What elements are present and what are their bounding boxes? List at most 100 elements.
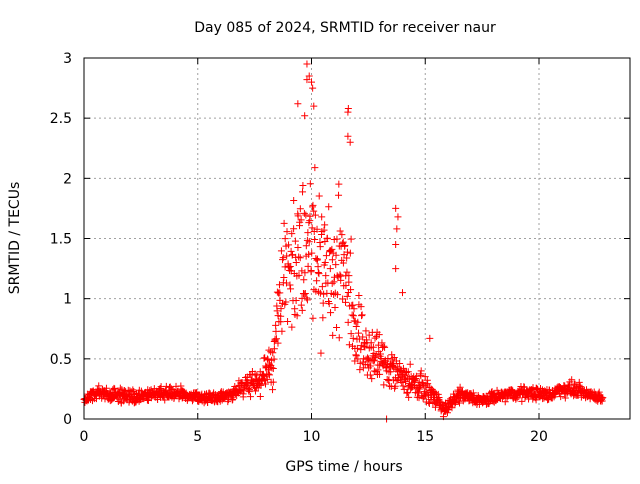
data-point-plus — [429, 399, 437, 407]
data-point-plus — [434, 390, 442, 398]
data-point-plus — [352, 323, 360, 331]
data-point-plus — [377, 354, 385, 362]
data-point-plus — [321, 258, 329, 266]
data-point-plus — [305, 72, 313, 80]
data-point-plus — [396, 359, 404, 367]
data-point-plus — [561, 382, 569, 390]
data-point-plus — [392, 241, 400, 249]
data-point-plus — [303, 294, 311, 302]
data-point-plus — [266, 371, 274, 379]
data-point-plus — [339, 238, 347, 246]
data-point-plus — [384, 354, 392, 362]
data-point-plus — [512, 395, 520, 403]
data-point-plus — [416, 383, 424, 391]
data-point-plus — [336, 271, 344, 279]
data-point-plus — [322, 272, 330, 280]
data-point-plus — [403, 389, 411, 397]
data-point-plus — [309, 314, 317, 322]
data-point-plus — [253, 371, 261, 379]
data-point-plus — [286, 281, 294, 289]
data-point-plus — [532, 396, 540, 404]
data-point-plus — [270, 355, 278, 363]
data-point-plus — [422, 381, 430, 389]
y-tick-label: 2.5 — [50, 111, 72, 127]
data-point-plus — [278, 327, 286, 335]
data-point-plus — [342, 298, 350, 306]
data-point-plus — [329, 331, 337, 339]
data-points — [80, 60, 607, 423]
data-point-plus — [318, 283, 326, 291]
data-point-plus — [339, 259, 347, 267]
data-point-plus — [456, 383, 464, 391]
data-point-plus — [274, 339, 282, 347]
data-point-plus — [406, 360, 414, 368]
data-point-plus — [272, 321, 280, 329]
data-point-plus — [366, 362, 374, 370]
data-point-plus — [520, 383, 528, 391]
data-point-plus — [279, 256, 287, 264]
data-point-plus — [501, 398, 509, 406]
y-tick-label: 1.5 — [50, 232, 72, 248]
data-point-plus — [287, 247, 295, 255]
data-point-plus — [349, 334, 357, 342]
data-point-plus — [335, 334, 343, 342]
data-point-plus — [358, 312, 366, 320]
data-point-plus — [353, 344, 361, 352]
data-point-plus — [311, 164, 319, 172]
data-point-plus — [518, 397, 526, 405]
data-point-plus — [347, 330, 355, 338]
data-point-plus — [283, 252, 291, 260]
data-point-plus — [290, 197, 298, 205]
data-point-plus — [387, 368, 395, 376]
data-point-plus — [399, 289, 406, 297]
data-point-plus — [412, 372, 420, 380]
data-point-plus — [303, 236, 311, 244]
data-point-plus — [307, 266, 315, 274]
data-point-plus — [277, 247, 285, 255]
data-point-plus — [314, 255, 322, 263]
data-point-plus — [110, 384, 118, 392]
data-point-plus — [327, 309, 335, 317]
data-point-plus — [292, 259, 300, 267]
data-point-plus — [345, 272, 353, 280]
data-point-plus — [279, 254, 287, 262]
data-point-plus — [277, 305, 285, 313]
data-point-plus — [305, 238, 313, 246]
data-point-plus — [380, 381, 388, 389]
x-axis-label: GPS time / hours — [285, 459, 402, 475]
data-point-plus — [332, 261, 340, 269]
data-point-plus — [335, 180, 343, 188]
data-point-plus — [404, 368, 412, 376]
data-point-plus — [256, 393, 264, 401]
data-point-plus — [268, 364, 276, 372]
data-point-plus — [417, 367, 425, 375]
data-point-plus — [303, 76, 311, 84]
data-point-plus — [129, 386, 137, 394]
data-point-plus — [342, 282, 350, 290]
data-point-plus — [300, 276, 308, 284]
data-point-plus — [415, 385, 423, 393]
data-point-plus — [315, 192, 323, 200]
data-point-plus — [365, 364, 373, 372]
data-point-plus — [314, 268, 322, 276]
data-point-plus — [308, 224, 316, 232]
data-point-plus — [370, 367, 378, 375]
data-point-plus — [598, 397, 606, 405]
data-point-plus — [344, 318, 352, 326]
data-point-plus — [328, 256, 336, 264]
data-point-plus — [317, 349, 325, 357]
data-point-plus — [288, 230, 296, 238]
data-point-plus — [310, 207, 318, 215]
data-point-plus — [348, 311, 356, 319]
data-point-plus — [344, 105, 352, 113]
data-point-plus — [343, 292, 351, 300]
data-point-plus — [435, 393, 443, 401]
data-point-plus — [287, 285, 295, 293]
data-point-plus — [315, 288, 323, 296]
data-point-plus — [293, 312, 301, 320]
data-point-plus — [328, 279, 336, 287]
data-point-plus — [376, 370, 384, 378]
data-point-plus — [308, 249, 316, 257]
data-point-plus — [448, 404, 456, 412]
data-point-plus — [347, 286, 355, 294]
